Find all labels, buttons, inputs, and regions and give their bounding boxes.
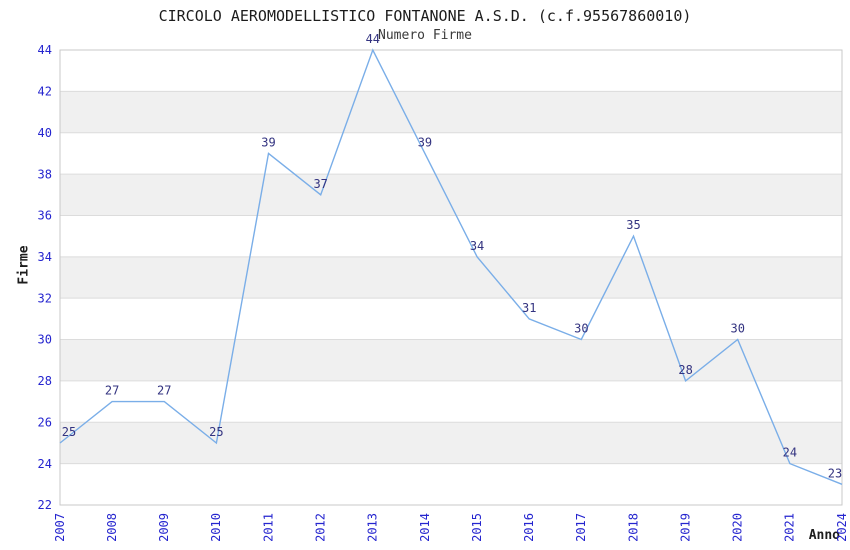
x-tick-label: 2013 — [366, 513, 380, 542]
chart-title: CIRCOLO AEROMODELLISTICO FONTANONE A.S.D… — [158, 7, 692, 25]
plot-band — [60, 339, 842, 381]
data-label: 27 — [105, 384, 119, 398]
data-label: 28 — [678, 363, 692, 377]
y-tick-label: 26 — [38, 415, 52, 429]
data-label: 44 — [366, 32, 380, 46]
y-tick-label: 30 — [38, 333, 52, 347]
data-label: 25 — [209, 425, 223, 439]
y-tick-label: 34 — [38, 250, 52, 264]
x-tick-label: 2016 — [522, 513, 536, 542]
plot-band — [60, 50, 842, 92]
series-line-numero-firme — [59, 48, 843, 485]
y-tick-label: 22 — [38, 498, 52, 512]
plot-band — [60, 91, 842, 133]
y-tick-label: 28 — [38, 374, 52, 388]
x-tick-label: 2015 — [470, 513, 484, 542]
plot-band — [60, 132, 842, 175]
y-tick-label: 36 — [38, 209, 52, 223]
x-tick-label: 2009 — [157, 513, 171, 542]
x-tick-label: 2012 — [314, 513, 328, 542]
plot-band — [60, 422, 842, 464]
y-tick-label: 38 — [38, 167, 52, 181]
plot-band — [60, 174, 842, 216]
plot-band — [60, 380, 842, 423]
legend-series-title: Numero Firme — [378, 28, 472, 43]
plot-band — [60, 298, 842, 340]
x-tick-label: 2018 — [626, 513, 640, 542]
y-tick-label: 44 — [38, 43, 52, 57]
data-label: 39 — [261, 135, 275, 149]
x-axis-title: Anno — [808, 528, 840, 543]
y-tick-label: 24 — [38, 457, 52, 471]
x-tick-label: 2017 — [574, 513, 588, 542]
x-tick-label: 2021 — [783, 513, 797, 542]
data-label: 37 — [313, 177, 327, 191]
data-label: 34 — [470, 239, 484, 253]
x-tick-label: 2020 — [731, 513, 745, 542]
data-label: 25 — [62, 425, 76, 439]
data-label: 27 — [157, 384, 171, 398]
y-tick-label: 42 — [38, 85, 52, 99]
plot-band — [60, 463, 842, 505]
data-label: 31 — [522, 301, 536, 315]
data-label: 23 — [828, 466, 842, 480]
x-tick-label: 2010 — [209, 513, 223, 542]
data-label: 24 — [783, 446, 797, 460]
plot-border — [59, 49, 843, 506]
y-tick-label: 32 — [38, 291, 52, 305]
plot-band — [60, 256, 842, 299]
y-tick-label: 40 — [38, 126, 52, 140]
data-label: 30 — [574, 322, 588, 336]
x-tick-label: 2024 — [835, 513, 849, 542]
plot-band — [60, 215, 842, 257]
x-tick-label: 2007 — [53, 513, 67, 542]
x-tick-label: 2019 — [678, 513, 692, 542]
data-label: 39 — [418, 135, 432, 149]
x-tick-label: 2014 — [418, 513, 432, 542]
x-tick-label: 2008 — [105, 513, 119, 542]
x-tick-label: 2011 — [261, 513, 275, 542]
data-label: 35 — [626, 218, 640, 232]
data-label: 30 — [731, 322, 745, 336]
